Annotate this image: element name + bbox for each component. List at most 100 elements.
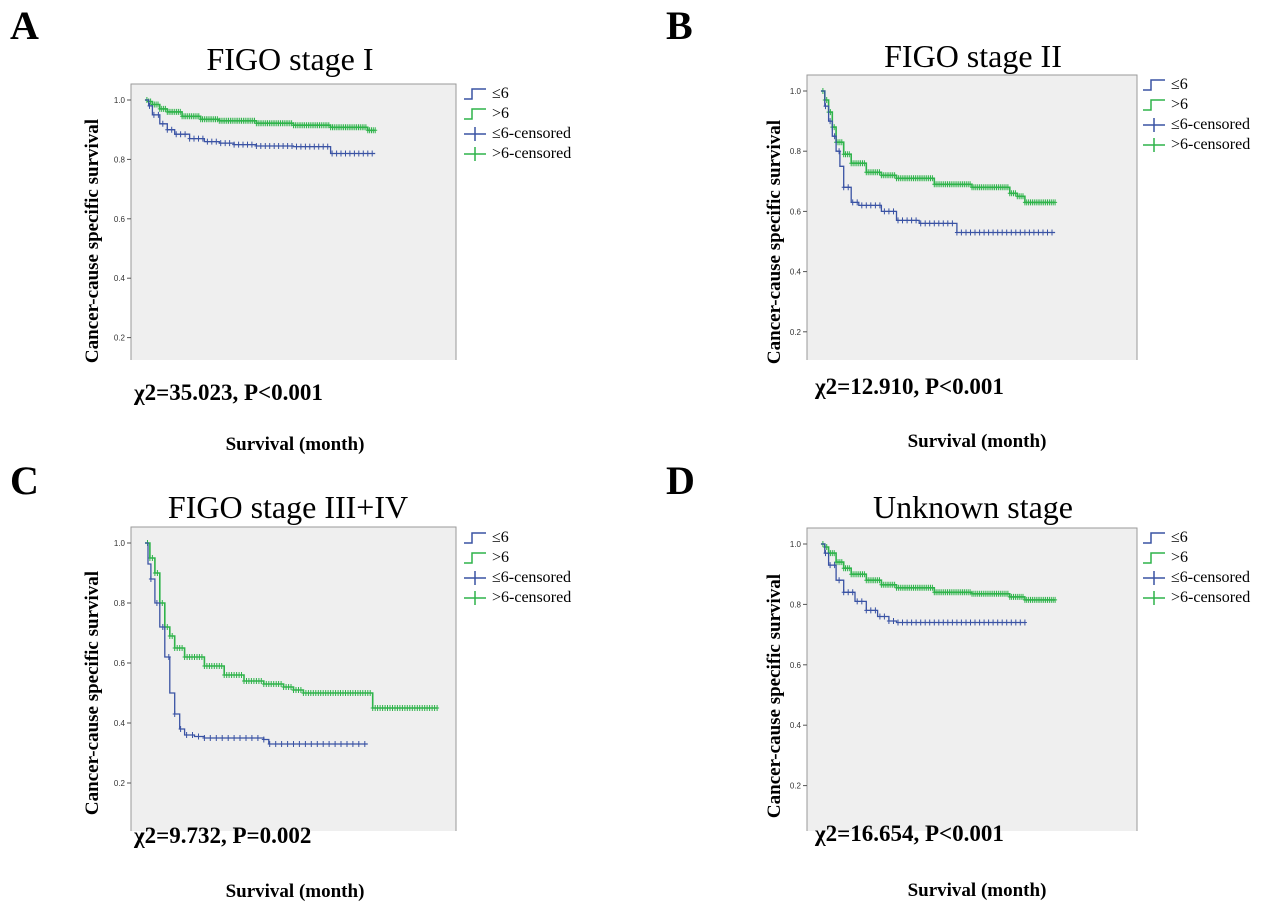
- censor-mark: [945, 619, 950, 626]
- legend-item-le6-censored: ≤6-censored: [1141, 568, 1250, 588]
- censor-mark: [276, 143, 281, 149]
- legend-label: >6: [1171, 96, 1189, 113]
- panel-letter-c: C: [10, 458, 39, 503]
- y-tick-label: 1.0: [790, 540, 802, 549]
- censor-mark: [291, 741, 296, 747]
- censor-mark: [892, 581, 897, 588]
- censor-mark: [995, 229, 1000, 236]
- censor-mark: [954, 229, 959, 236]
- censor-mark: [263, 143, 268, 149]
- censor-mark: [823, 550, 828, 557]
- censor-mark: [877, 169, 882, 176]
- censor-mark: [896, 217, 900, 224]
- x-axis-label-a: Survival (month): [225, 434, 365, 455]
- censor-mark: [202, 735, 207, 741]
- censor-mark: [1036, 229, 1041, 236]
- censor-mark: [1000, 619, 1005, 626]
- censor-mark: [148, 576, 153, 582]
- censor-mark: [1022, 229, 1027, 236]
- censor-mark: [334, 150, 339, 157]
- censor-mark: [290, 143, 294, 149]
- censor-mark: [847, 565, 852, 572]
- censor-mark: [877, 202, 882, 209]
- legend-item-le6-censored: ≤6-censored: [462, 124, 571, 144]
- panel-d: D Unknown stage Cancer-cause specific su…: [666, 451, 1277, 902]
- censor-mark: [832, 550, 837, 557]
- censor-mark: [846, 589, 851, 596]
- censor-mark: [995, 619, 1000, 626]
- plus-icon: [464, 127, 486, 141]
- censor-mark: [1018, 229, 1023, 236]
- legend-label: ≤6: [1171, 529, 1188, 546]
- panel-letter-d: D: [666, 458, 695, 503]
- censor-mark: [321, 741, 326, 747]
- censor-mark: [891, 208, 896, 215]
- censor-mark: [1021, 593, 1025, 600]
- legend-label: >6-censored: [492, 589, 572, 606]
- y-tick-label: 0.6: [114, 659, 126, 668]
- censor-mark: [333, 741, 338, 747]
- censor-mark: [882, 208, 887, 215]
- censor-mark: [245, 141, 250, 148]
- censor-mark: [199, 654, 204, 660]
- censor-mark: [312, 143, 317, 150]
- legend-label: >6-censored: [1171, 136, 1251, 153]
- censor-mark: [839, 139, 844, 146]
- censor-mark: [828, 118, 833, 125]
- censor-mark: [165, 126, 170, 133]
- y-tick-label: 0.4: [114, 274, 126, 283]
- censor-mark: [365, 150, 370, 157]
- y-tick-label: 0.8: [790, 600, 802, 609]
- censor-mark: [1004, 619, 1009, 626]
- censor-mark: [873, 202, 878, 209]
- censor-mark: [864, 202, 869, 209]
- censor-mark: [930, 175, 935, 182]
- censor-mark: [172, 711, 177, 717]
- censor-mark: [941, 220, 946, 227]
- censor-mark: [272, 143, 277, 149]
- legend-item-gt6: >6: [1141, 548, 1250, 568]
- censor-mark: [1004, 229, 1009, 236]
- y-tick-label: 0.2: [790, 782, 802, 791]
- censor-mark: [325, 143, 330, 150]
- censor-mark: [165, 624, 170, 630]
- censor-mark: [259, 678, 264, 684]
- legend-item-gt6-censored: >6-censored: [1141, 135, 1250, 155]
- legend-label: ≤6-censored: [492, 125, 571, 142]
- censor-mark: [178, 108, 183, 115]
- censor-mark: [196, 135, 201, 142]
- censor-mark: [155, 570, 160, 576]
- legend-label: >6-censored: [1171, 589, 1251, 606]
- censor-mark: [196, 733, 201, 740]
- censor-mark: [832, 562, 837, 569]
- legend-label: ≤6-censored: [492, 569, 571, 586]
- censor-mark: [914, 619, 919, 626]
- y-tick-label: 1.0: [114, 96, 126, 105]
- legend-item-gt6-censored: >6-censored: [462, 144, 571, 164]
- censor-mark: [1000, 229, 1005, 236]
- censor-mark: [151, 111, 156, 118]
- censor-mark: [343, 150, 348, 157]
- censor-mark: [855, 598, 860, 605]
- legend-item-le6-censored: ≤6-censored: [462, 568, 571, 588]
- legend-label: ≤6-censored: [1171, 569, 1250, 586]
- panel-c: C FIGO stage III+IV Cancer-cause specifi…: [0, 451, 638, 902]
- censor-mark: [160, 624, 165, 630]
- censor-mark: [298, 143, 303, 150]
- censor-mark: [321, 143, 326, 150]
- censor-mark: [196, 113, 201, 120]
- censor-mark: [307, 143, 312, 150]
- plus-icon: [464, 147, 486, 161]
- y-tick-label: 0.6: [790, 661, 802, 670]
- censor-mark: [1031, 229, 1036, 236]
- censor-mark: [255, 735, 260, 741]
- legend-item-le6-censored: ≤6-censored: [1141, 115, 1250, 135]
- censor-mark: [249, 735, 254, 741]
- censor-mark: [846, 184, 851, 191]
- censor-mark: [1022, 619, 1027, 626]
- censor-mark: [223, 140, 228, 147]
- censor-mark: [1013, 190, 1018, 197]
- censor-mark: [279, 741, 284, 747]
- step-icon: [1143, 552, 1165, 564]
- censor-mark: [886, 618, 891, 624]
